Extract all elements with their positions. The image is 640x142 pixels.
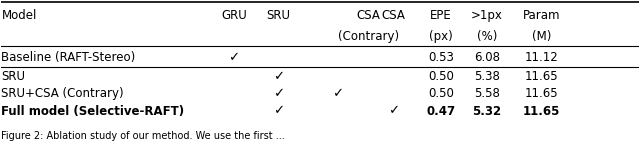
Text: SRU+CSA (Contrary): SRU+CSA (Contrary): [1, 87, 124, 100]
Text: EPE: EPE: [430, 9, 452, 22]
Text: ✓: ✓: [273, 70, 284, 83]
Text: 11.12: 11.12: [525, 51, 559, 64]
Text: 11.65: 11.65: [523, 105, 561, 118]
Text: 5.32: 5.32: [472, 105, 502, 118]
Text: 11.65: 11.65: [525, 70, 559, 83]
Text: 5.58: 5.58: [474, 87, 500, 100]
Text: 11.65: 11.65: [525, 87, 559, 100]
Text: ✓: ✓: [273, 87, 284, 100]
Text: Model: Model: [1, 9, 36, 22]
Text: CSA: CSA: [356, 9, 380, 22]
Text: CSA: CSA: [381, 9, 405, 22]
Text: 0.53: 0.53: [428, 51, 454, 64]
Text: (M): (M): [532, 30, 552, 43]
Text: SRU: SRU: [1, 70, 26, 83]
Text: ✓: ✓: [388, 105, 399, 118]
Text: (%): (%): [477, 30, 497, 43]
Text: ✓: ✓: [273, 105, 284, 118]
Text: Full model (Selective-RAFT): Full model (Selective-RAFT): [1, 105, 184, 118]
Text: Param: Param: [523, 9, 561, 22]
Text: (px): (px): [429, 30, 453, 43]
Text: 0.50: 0.50: [428, 70, 454, 83]
Text: ✓: ✓: [332, 87, 343, 100]
Text: (Contrary): (Contrary): [338, 30, 399, 43]
Text: 6.08: 6.08: [474, 51, 500, 64]
Text: Baseline (RAFT-Stereo): Baseline (RAFT-Stereo): [1, 51, 136, 64]
Text: ✓: ✓: [228, 51, 239, 64]
Text: GRU: GRU: [221, 9, 247, 22]
Text: Figure 2: Ablation study of our method. We use the first ...: Figure 2: Ablation study of our method. …: [1, 131, 285, 141]
Text: 0.50: 0.50: [428, 87, 454, 100]
Text: 0.47: 0.47: [426, 105, 456, 118]
Text: >1px: >1px: [471, 9, 503, 22]
Text: 5.38: 5.38: [474, 70, 500, 83]
Text: SRU: SRU: [267, 9, 291, 22]
